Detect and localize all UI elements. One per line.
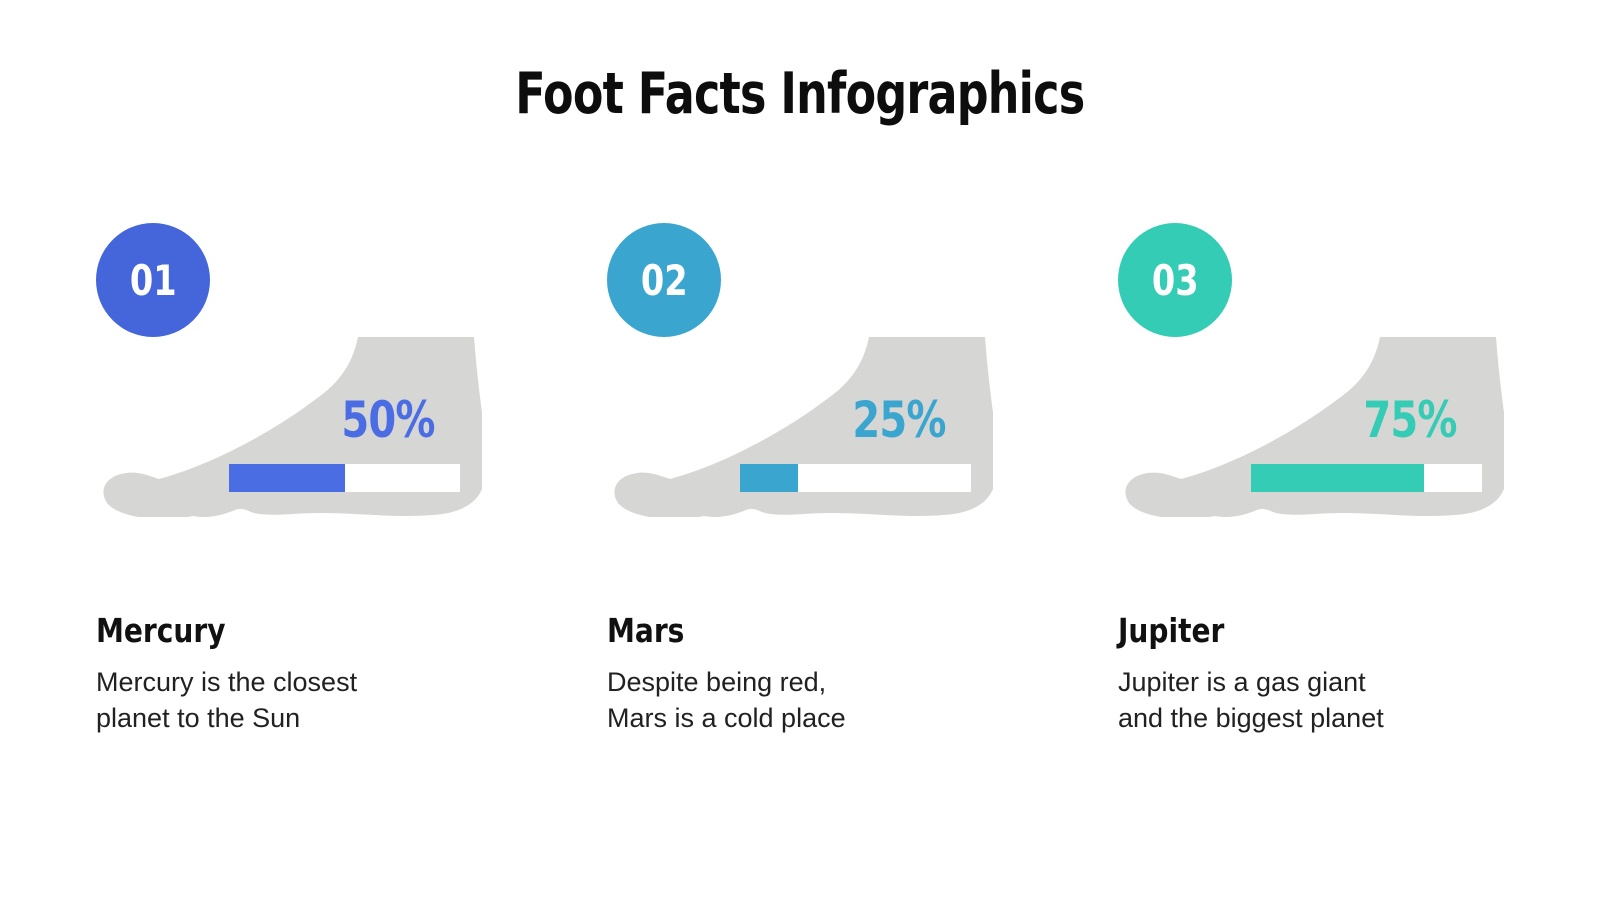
progress-fill	[1251, 464, 1425, 492]
card-title: Mars	[607, 611, 685, 650]
progress-fill	[740, 464, 798, 492]
infographic-slide: Foot Facts Infographics 01 50% Mercury M…	[0, 66, 1600, 900]
card-title: Mercury	[96, 611, 226, 650]
fact-card-jupiter: 03 75% Jupiter Jupiter is a gas giant an…	[1118, 223, 1504, 736]
page-title: Foot Facts Infographics	[515, 61, 1085, 127]
foot-graphic: 25%	[607, 337, 993, 517]
progress-bar	[229, 464, 460, 492]
foot-graphic: 75%	[1118, 337, 1504, 517]
percent-label: 50%	[341, 391, 436, 449]
progress-bar	[1251, 464, 1482, 492]
card-description: Jupiter is a gas giant and the biggest p…	[1118, 666, 1384, 733]
percent-label: 75%	[1363, 391, 1458, 449]
fact-card-mars: 02 25% Mars Despite being red, Mars is a…	[607, 223, 993, 736]
step-number-badge: 02	[607, 223, 721, 337]
progress-bar	[740, 464, 971, 492]
percent-label: 25%	[852, 391, 947, 449]
fact-columns: 01 50% Mercury Mercury is the closest pl…	[0, 223, 1600, 736]
card-title: Jupiter	[1118, 611, 1225, 650]
foot-graphic: 50%	[96, 337, 482, 517]
fact-card-mercury: 01 50% Mercury Mercury is the closest pl…	[96, 223, 482, 736]
card-description: Despite being red, Mars is a cold place	[607, 666, 846, 733]
step-number-badge: 01	[96, 223, 210, 337]
step-number-badge: 03	[1118, 223, 1232, 337]
card-description: Mercury is the closest planet to the Sun	[96, 666, 358, 733]
progress-fill	[229, 464, 345, 492]
